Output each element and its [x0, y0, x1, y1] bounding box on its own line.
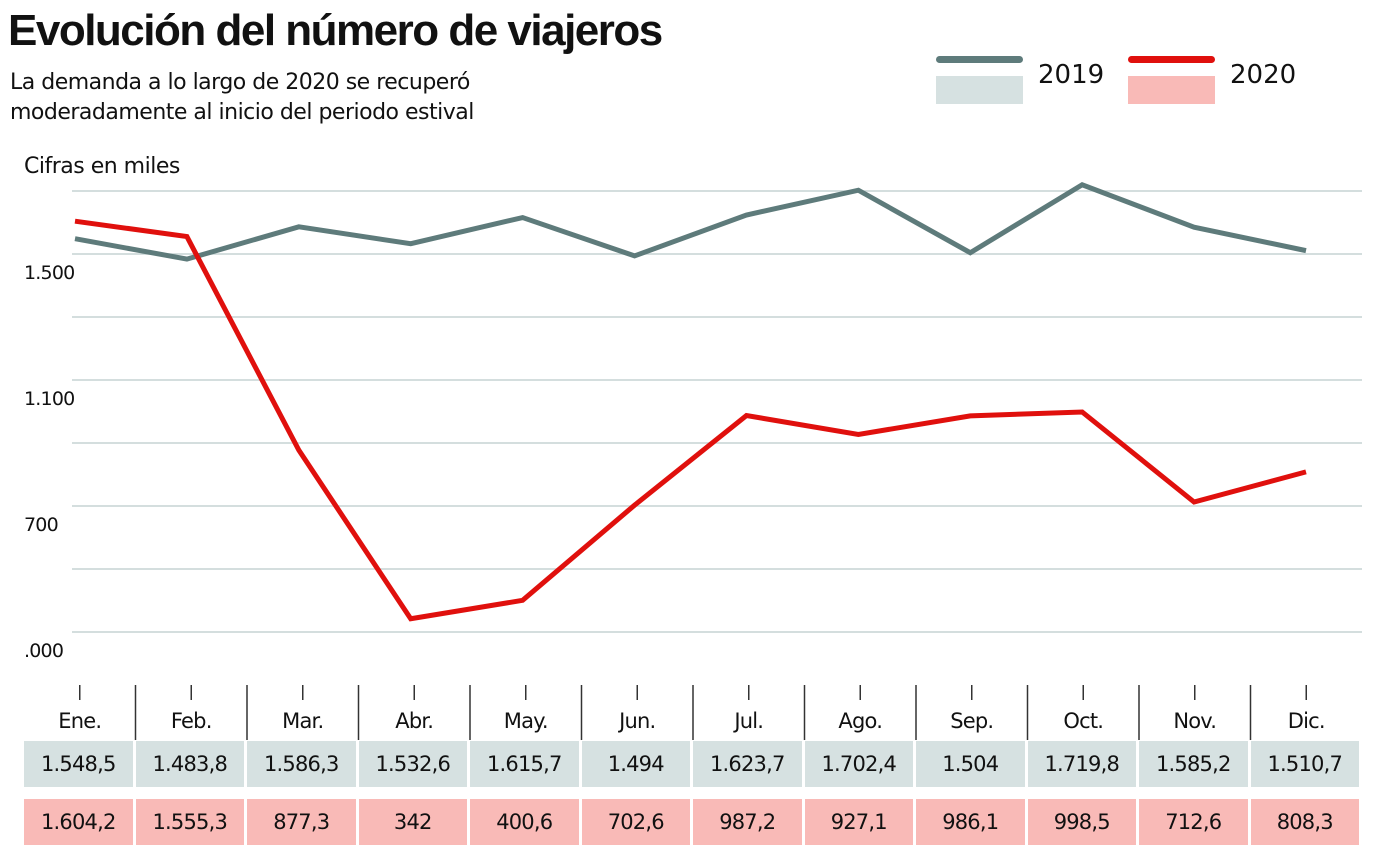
legend-line-2019 — [936, 56, 1023, 63]
legend-label-2020: 2020 — [1230, 60, 1297, 90]
data-label-2019: 1.585,2 — [1139, 741, 1248, 787]
legend-line-2020 — [1128, 56, 1215, 63]
legend-box-2019 — [936, 76, 1023, 104]
legend-box-2020 — [1128, 76, 1215, 104]
chart-title: Evolución del número de viajeros — [8, 6, 663, 55]
x-tick-label: Jul. — [732, 709, 763, 733]
x-tick-label: Ene. — [58, 709, 101, 733]
data-label-2019: 1.615,7 — [470, 741, 579, 787]
x-tick-label: Sep. — [950, 709, 993, 733]
series-line-2019 — [74, 181, 1307, 262]
x-tick-label: Ago. — [838, 709, 882, 733]
data-label-2020: 998,5 — [1027, 799, 1136, 845]
x-tick-label: May. — [504, 709, 548, 733]
x-tick-label: Feb. — [171, 709, 212, 733]
legend-label-2019: 2019 — [1038, 60, 1105, 90]
data-label-2020: 927,1 — [804, 799, 913, 845]
data-label-2019: 1.510,7 — [1250, 741, 1359, 787]
data-label-2019: 1.504 — [916, 741, 1025, 787]
y-axis-label: Cifras en miles — [24, 154, 180, 179]
x-tick-label: Abr. — [395, 709, 433, 733]
data-label-2019: 1.532,6 — [358, 741, 467, 787]
data-label-2020: 702,6 — [581, 799, 690, 845]
data-label-2019: 1.702,4 — [804, 741, 913, 787]
data-label-2020: 808,3 — [1250, 799, 1359, 845]
data-label-2019: 1.586,3 — [247, 741, 356, 787]
x-tick-label: Dic. — [1288, 709, 1325, 733]
data-label-2020: 400,6 — [470, 799, 579, 845]
table-row-2019: 1.548,5 1.483,8 1.586,3 1.532,6 1.615,7 1.494… — [24, 741, 1359, 787]
table-row-2020: 1.604,2 1.555,3 877,3 342 400,6 702,6 987,2 927… — [24, 799, 1359, 845]
x-tick-label: Oct. — [1063, 709, 1103, 733]
data-label-2019: 1.623,7 — [693, 741, 802, 787]
data-label-2019: 1.494 — [581, 741, 690, 787]
y-tick-label: 700 — [24, 514, 58, 536]
y-tick-label: 1.100 — [24, 388, 74, 410]
data-label-2020: 1.555,3 — [135, 799, 244, 845]
data-label-2020: 986,1 — [916, 799, 1025, 845]
y-tick-label: 1.500 — [24, 262, 74, 284]
data-label-2020: 342 — [358, 799, 467, 845]
y-tick-label: .000 — [24, 640, 63, 662]
series-line-2020 — [74, 218, 1307, 622]
x-tick-label: Jun. — [617, 709, 655, 733]
data-label-2020: 712,6 — [1139, 799, 1248, 845]
x-tick-label: Nov. — [1173, 709, 1216, 733]
chart-subtitle: La demanda a lo largo de 2020 se recuper… — [10, 70, 474, 125]
data-label-2019: 1.483,8 — [135, 741, 244, 787]
data-label-2019: 1.719,8 — [1027, 741, 1136, 787]
data-label-2020: 1.604,2 — [24, 799, 133, 845]
data-label-2020: 877,3 — [247, 799, 356, 845]
x-tick-label: Mar. — [282, 709, 323, 733]
data-label-2020: 987,2 — [693, 799, 802, 845]
data-label-2019: 1.548,5 — [24, 741, 133, 787]
